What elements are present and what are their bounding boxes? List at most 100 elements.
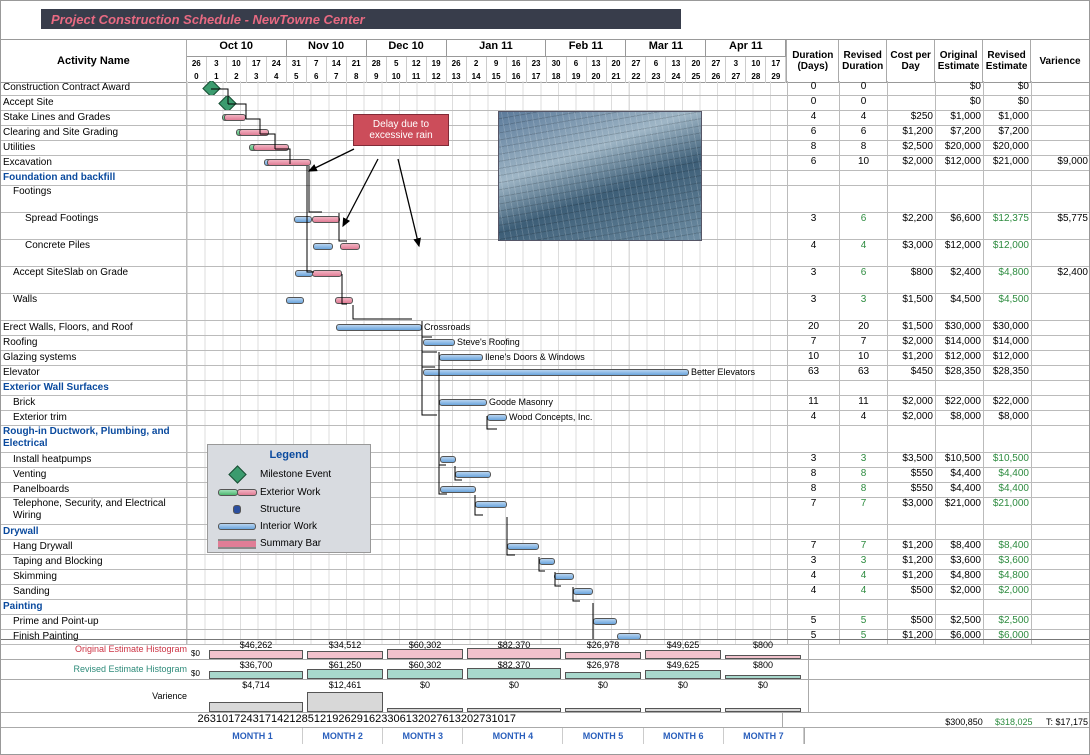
timeline-cell[interactable]: Crossroads [187, 321, 788, 335]
gantt-row[interactable]: Hang Drywall77$1,200$8,400$8,400 [1, 540, 1090, 555]
activity-name[interactable]: Footings [1, 186, 187, 212]
activity-name[interactable]: Prime and Point-up [1, 615, 187, 629]
timeline-cell[interactable] [187, 570, 788, 584]
activity-name[interactable]: Rough-in Ductwork, Plumbing, and Electri… [1, 426, 187, 452]
gantt-bar[interactable] [539, 558, 555, 565]
gantt-row[interactable]: Panelboards88$550$4,400$4,400 [1, 483, 1090, 498]
timeline-cell[interactable] [187, 585, 788, 599]
gantt-bar[interactable] [267, 159, 311, 166]
gantt-row[interactable]: Glazing systemsIlene's Doors & Windows10… [1, 351, 1090, 366]
gantt-row[interactable]: Painting [1, 600, 1090, 615]
timeline-cell[interactable] [187, 555, 788, 569]
header-duration[interactable]: Duration (Days) [787, 40, 839, 82]
activity-name[interactable]: Foundation and backfill [1, 171, 187, 185]
activity-name[interactable]: Roofing [1, 336, 187, 350]
activity-name[interactable]: Taping and Blocking [1, 555, 187, 569]
gantt-row[interactable]: Exterior trimWood Concepts, Inc.44$2,000… [1, 411, 1090, 426]
gantt-bar[interactable] [295, 270, 313, 277]
timeline-cell[interactable] [187, 81, 788, 95]
gantt-row[interactable]: Skimming44$1,200$4,800$4,800 [1, 570, 1090, 585]
header-activity[interactable]: Activity Name [1, 40, 187, 82]
activity-name[interactable]: Spread Footings [1, 213, 187, 239]
gantt-bar[interactable] [507, 543, 539, 550]
header-revised-estimate[interactable]: Revised Estimate [983, 40, 1031, 82]
gantt-row[interactable]: Concrete Piles44$3,000$12,000$12,000 [1, 240, 1090, 267]
gantt-bar[interactable] [554, 573, 574, 580]
gantt-bar[interactable] [312, 270, 342, 277]
activity-name[interactable]: Sanding [1, 585, 187, 599]
gantt-bar[interactable] [294, 216, 312, 223]
activity-name[interactable]: Skimming [1, 570, 187, 584]
gantt-bar[interactable] [455, 471, 491, 478]
header-revised-duration[interactable]: Revised Duration [839, 40, 887, 82]
gantt-bar[interactable] [423, 339, 455, 346]
gantt-row[interactable]: Accept Site00$0$0 [1, 96, 1090, 111]
timeline-cell[interactable] [187, 381, 788, 395]
activity-name[interactable]: Glazing systems [1, 351, 187, 365]
activity-name[interactable]: Stake Lines and Grades [1, 111, 187, 125]
gantt-bar[interactable] [286, 297, 304, 304]
timeline-cell[interactable] [187, 600, 788, 614]
activity-name[interactable]: Venting [1, 468, 187, 482]
gantt-bar[interactable] [439, 354, 483, 361]
gantt-bar[interactable] [224, 114, 246, 121]
gantt-bar[interactable] [593, 618, 617, 625]
gantt-bar[interactable] [573, 588, 593, 595]
gantt-bar[interactable] [239, 129, 269, 136]
gantt-bar[interactable] [312, 216, 340, 223]
timeline-cell[interactable] [187, 294, 788, 320]
activity-name[interactable]: Elevator [1, 366, 187, 380]
gantt-row[interactable]: Telephone, Security, and Electrical Wiri… [1, 498, 1090, 525]
gantt-bar[interactable] [336, 324, 422, 331]
header-original-estimate[interactable]: Original Estimate [935, 40, 983, 82]
gantt-row[interactable]: ElevatorBetter Elevators6363$450$28,350$… [1, 366, 1090, 381]
gantt-bar[interactable] [439, 399, 487, 406]
timeline-cell[interactable]: Better Elevators [187, 366, 788, 380]
gantt-row[interactable]: Prime and Point-up55$500$2,500$2,500 [1, 615, 1090, 630]
gantt-bar[interactable] [313, 243, 333, 250]
gantt-row[interactable]: Venting88$550$4,400$4,400 [1, 468, 1090, 483]
activity-name[interactable]: Panelboards [1, 483, 187, 497]
activity-name[interactable]: Erect Walls, Floors, and Roof [1, 321, 187, 335]
activity-name[interactable]: Utilities [1, 141, 187, 155]
gantt-row[interactable]: Drywall [1, 525, 1090, 540]
activity-name[interactable]: Hang Drywall [1, 540, 187, 554]
gantt-bar[interactable] [440, 486, 476, 493]
gantt-row[interactable]: Walls33$1,500$4,500$4,500 [1, 294, 1090, 321]
activity-name[interactable]: Telephone, Security, and Electrical Wiri… [1, 498, 187, 524]
timeline-cell[interactable]: Goode Masonry [187, 396, 788, 410]
timeline-cell[interactable] [187, 240, 788, 266]
gantt-bar[interactable] [487, 414, 507, 421]
activity-name[interactable]: Exterior Wall Surfaces [1, 381, 187, 395]
activity-name[interactable]: Clearing and Site Grading [1, 126, 187, 140]
gantt-row[interactable]: Accept SiteSlab on Grade36$800$2,400$4,8… [1, 267, 1090, 294]
timeline-cell[interactable] [187, 96, 788, 110]
gantt-row[interactable]: Construction Contract Award00$0$0 [1, 81, 1090, 96]
gantt-row[interactable]: Install heatpumps33$3,500$10,500$10,500 [1, 453, 1090, 468]
gantt-bar[interactable] [440, 456, 456, 463]
activity-name[interactable]: Construction Contract Award [1, 81, 187, 95]
activity-name[interactable]: Excavation [1, 156, 187, 170]
activity-name[interactable]: Concrete Piles [1, 240, 187, 266]
timeline-cell[interactable] [187, 267, 788, 293]
activity-name[interactable]: Accept SiteSlab on Grade [1, 267, 187, 293]
activity-name[interactable]: Accept Site [1, 96, 187, 110]
header-cost-per-day[interactable]: Cost per Day [887, 40, 935, 82]
gantt-row[interactable]: Rough-in Ductwork, Plumbing, and Electri… [1, 426, 1090, 453]
activity-name[interactable]: Drywall [1, 525, 187, 539]
activity-name[interactable]: Exterior trim [1, 411, 187, 425]
activity-name[interactable]: Install heatpumps [1, 453, 187, 467]
gantt-bar[interactable] [340, 243, 360, 250]
header-varience[interactable]: Varience [1031, 40, 1089, 82]
gantt-bar[interactable] [475, 501, 507, 508]
gantt-row[interactable]: Erect Walls, Floors, and RoofCrossroads2… [1, 321, 1090, 336]
gantt-row[interactable]: BrickGoode Masonry1111$2,000$22,000$22,0… [1, 396, 1090, 411]
gantt-row[interactable]: Sanding44$500$2,000$2,000 [1, 585, 1090, 600]
activity-name[interactable]: Painting [1, 600, 187, 614]
gantt-bar[interactable] [423, 369, 689, 376]
activity-name[interactable]: Walls [1, 294, 187, 320]
gantt-bar[interactable] [335, 297, 353, 304]
timeline-cell[interactable]: Steve's Roofing [187, 336, 788, 350]
gantt-bar[interactable] [253, 144, 289, 151]
timeline-cell[interactable] [187, 615, 788, 629]
